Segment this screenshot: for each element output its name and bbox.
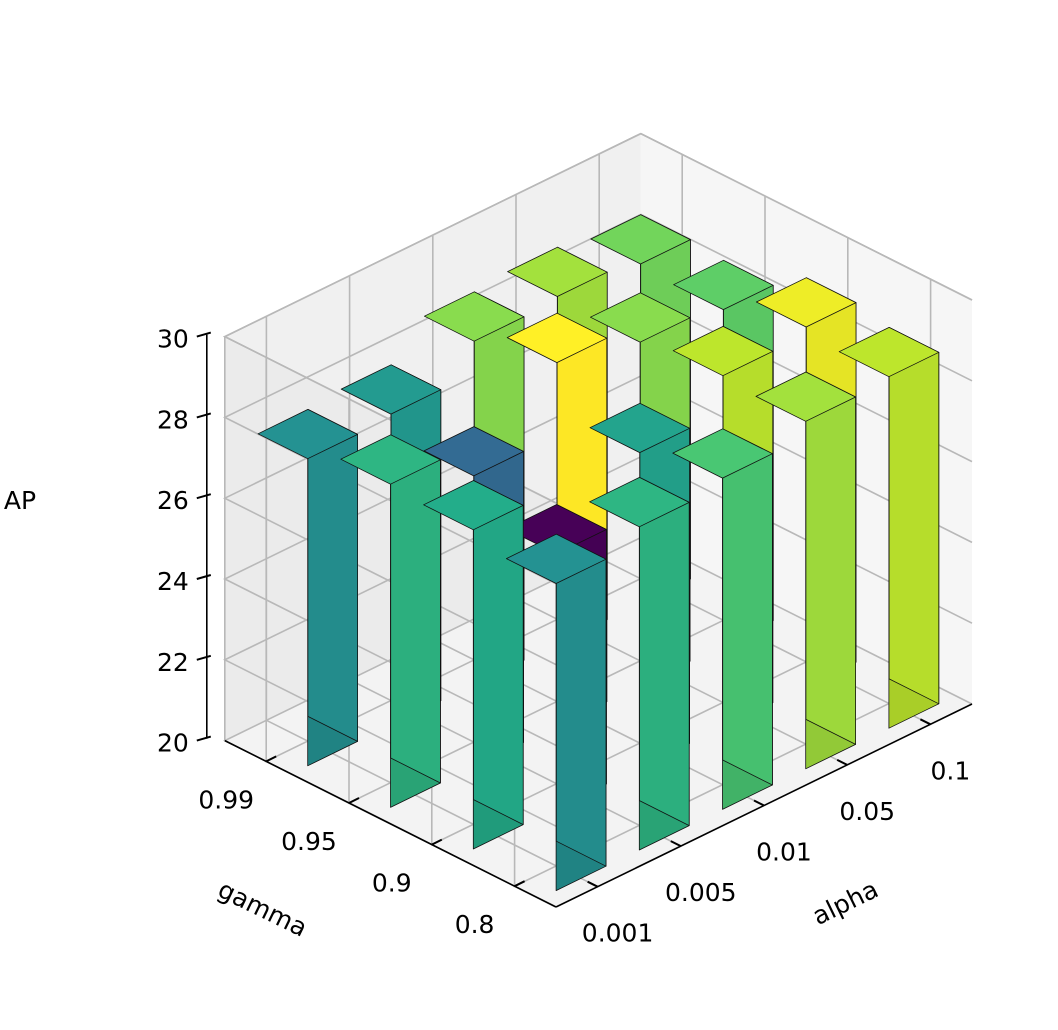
y-tick-label: 0.9 xyxy=(372,869,412,898)
bar-alpha-0.001-gamma-0.99 xyxy=(257,408,359,767)
z-axis-title: AP xyxy=(4,486,36,515)
bar-face-side xyxy=(805,371,856,745)
bar-face-side xyxy=(473,480,524,825)
z-tick xyxy=(196,331,212,338)
x-tick xyxy=(753,799,765,807)
bar-alpha-0.001-gamma-0.95 xyxy=(340,434,441,808)
bar-face-top xyxy=(589,402,690,454)
y-tick-label: 0.8 xyxy=(455,910,495,939)
y-tick xyxy=(431,838,443,846)
bar-face-top xyxy=(505,533,607,584)
bar-alpha-0.1-gamma-0.8 xyxy=(838,326,940,729)
x-tick xyxy=(919,718,931,726)
bar-face-top xyxy=(257,408,359,460)
y-axis-title: gamma xyxy=(214,875,312,943)
bar-face-top xyxy=(756,277,857,328)
z-tick-label: 26 xyxy=(157,486,189,515)
chart-labels: 20 22 24 26 28 30 0.001 0.005 0.01 0.05 0.1 0.8 0.9 0… xyxy=(157,325,970,948)
bar-face-side xyxy=(722,428,773,786)
bar-face-top xyxy=(673,259,774,311)
bar-face-side xyxy=(888,326,940,705)
y-tick-label: 0.95 xyxy=(281,827,337,856)
bar-face-side xyxy=(639,476,690,826)
bar-face-top xyxy=(340,364,442,415)
bar-face-top xyxy=(506,312,608,364)
z-tick xyxy=(196,654,212,661)
bar-face-top xyxy=(423,480,524,531)
z-tick-label: 30 xyxy=(157,325,189,354)
bar-face-top xyxy=(755,371,856,422)
bar-face-top xyxy=(672,325,774,377)
z-tick xyxy=(196,412,212,419)
bar-face-top xyxy=(423,291,525,342)
bar-alpha-0.05-gamma-0.8 xyxy=(755,371,856,770)
x-tick xyxy=(670,840,682,847)
y-axis-line xyxy=(224,739,557,908)
x-tick-label: 0.001 xyxy=(582,919,654,948)
y-tick xyxy=(348,797,360,804)
z-tick xyxy=(196,493,212,500)
bar-face-top xyxy=(589,476,690,528)
bar-face-top xyxy=(423,426,524,477)
x-tick xyxy=(836,759,848,766)
x-tick-label: 0.05 xyxy=(839,797,895,826)
pane-top-edge xyxy=(222,132,973,504)
y-tick xyxy=(514,880,526,888)
bar-face-top xyxy=(838,326,940,378)
z-tick xyxy=(196,735,212,742)
bar-face-top xyxy=(507,246,608,297)
bar-face-top xyxy=(672,428,773,479)
bar-face-side xyxy=(390,434,441,784)
x-tick-label: 0.01 xyxy=(756,838,812,867)
x-tick xyxy=(587,880,599,888)
bar-alpha-0.005-gamma-0.8 xyxy=(589,476,690,851)
x-tick-label: 0.005 xyxy=(665,878,737,907)
bar-face-top xyxy=(340,434,441,485)
bar-alpha-0.001-gamma-0.9 xyxy=(423,480,524,850)
y-tick-label: 0.99 xyxy=(198,785,254,814)
y-tick xyxy=(265,755,277,763)
z-tick-label: 20 xyxy=(157,729,189,758)
bar-alpha-0.001-gamma-0.8 xyxy=(505,533,607,891)
bar-face-top xyxy=(590,292,691,343)
z-tick-label: 28 xyxy=(157,405,189,434)
bar-face-top xyxy=(590,214,691,265)
chart-bars xyxy=(257,214,940,891)
z-tick xyxy=(196,574,212,580)
z-tick-label: 22 xyxy=(157,648,189,677)
bar-alpha-0.01-gamma-0.8 xyxy=(672,428,773,810)
z-tick-label: 24 xyxy=(157,567,189,596)
x-axis-title: alpha xyxy=(808,874,883,930)
bar-face-side xyxy=(555,533,607,867)
x-tick-label: 0.1 xyxy=(931,756,971,785)
